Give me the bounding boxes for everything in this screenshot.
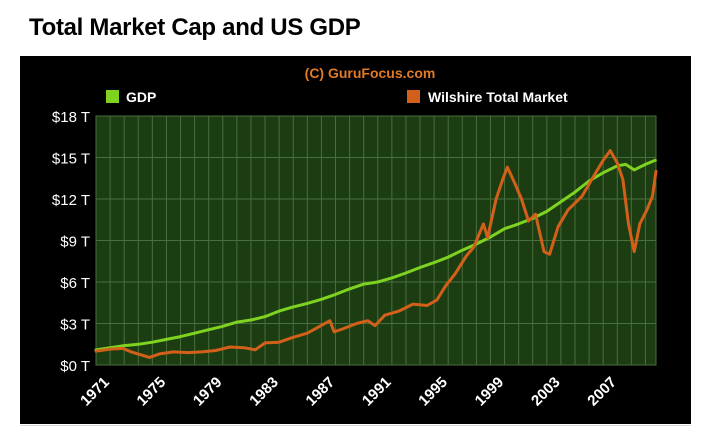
watermark-text: (C) GuruFocus.com: [305, 65, 436, 81]
y-tick-label: $18 T: [52, 109, 90, 126]
legend: GDP Wilshire Total Market: [106, 89, 568, 105]
grid-layer: [95, 115, 656, 366]
divider: [20, 425, 691, 426]
series-line-gdp: [94, 158, 657, 352]
page-title: Total Market Cap and US GDP: [29, 14, 361, 41]
y-tick-label: $6 T: [60, 275, 90, 292]
series-line-wilshire: [94, 149, 658, 359]
legend-swatch-gdp: [106, 90, 119, 103]
legend-label-gdp: GDP: [126, 89, 156, 105]
series-layer: [94, 149, 658, 359]
y-tick-label: $12 T: [52, 192, 90, 209]
chart-panel: $0 T $3 T $6 T $9 T $12 T $15 T $18 T 1971 1975 1…: [20, 56, 691, 424]
legend-swatch-wilshire: [407, 90, 420, 103]
legend-label-wilshire: Wilshire Total Market: [428, 89, 568, 105]
y-tick-label: $15 T: [52, 151, 90, 168]
y-tick-label: $3 T: [60, 317, 90, 334]
y-tick-label: $9 T: [60, 234, 90, 251]
y-tick-label: $0 T: [60, 358, 90, 375]
